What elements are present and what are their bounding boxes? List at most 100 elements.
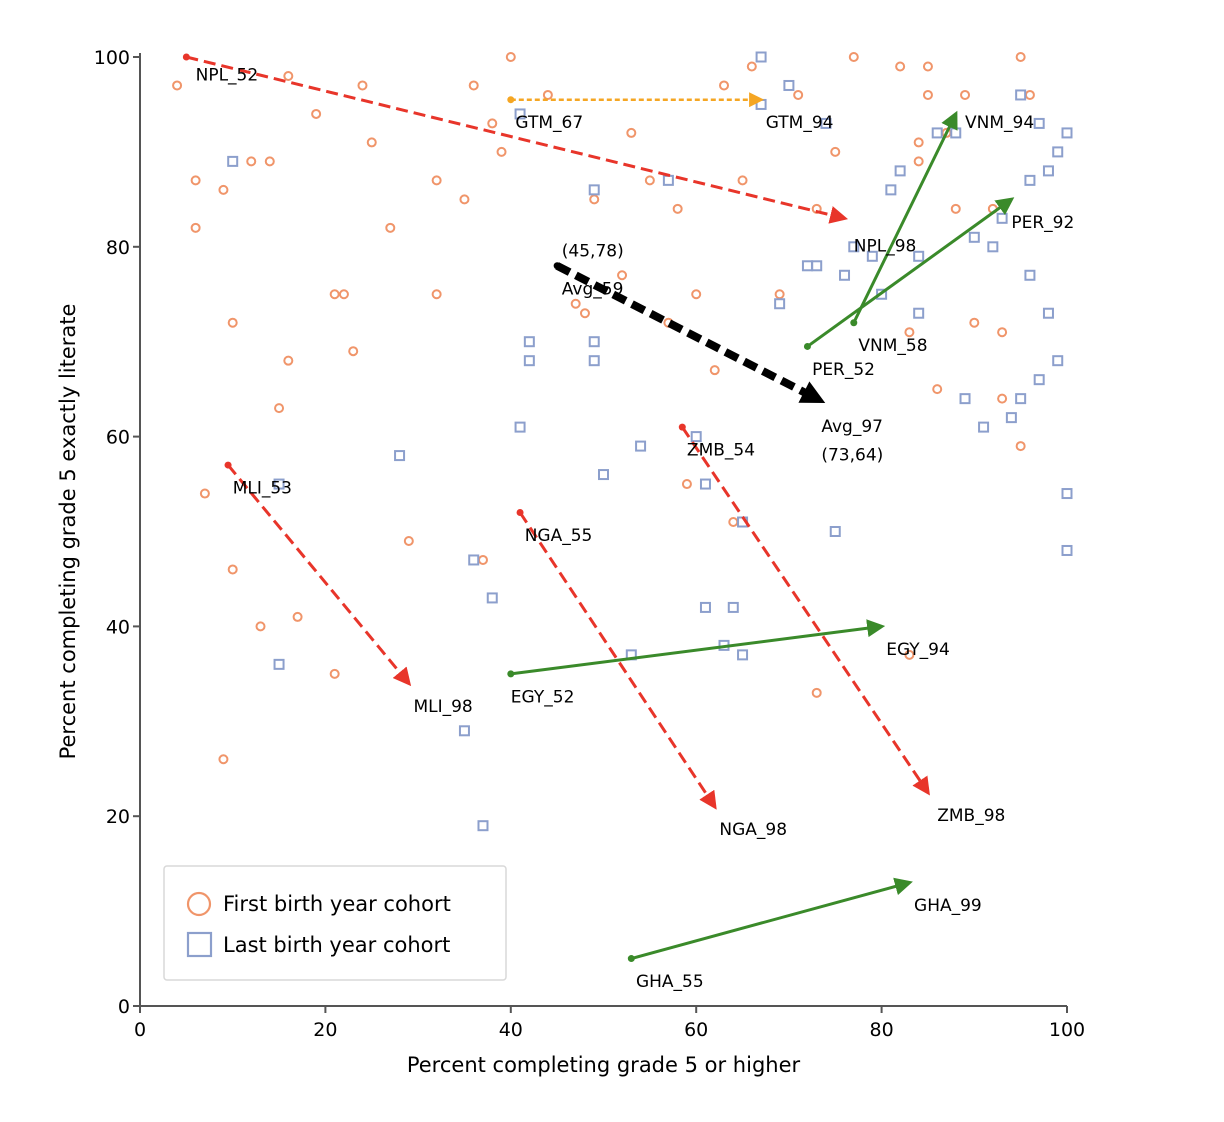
first-cohort-point bbox=[644, 175, 655, 186]
trajectory-avg_59-to-avg_97 bbox=[555, 262, 826, 404]
label-nga-55: NGA_55 bbox=[525, 526, 593, 546]
last-cohort-point bbox=[978, 421, 990, 433]
label-zmb-54: ZMB_54 bbox=[687, 441, 755, 461]
y-tick-label: 20 bbox=[106, 806, 130, 828]
first-cohort-point bbox=[283, 70, 294, 81]
first-cohort-point bbox=[487, 118, 498, 129]
trajectory-start-point bbox=[850, 319, 858, 327]
label-vnm-58: VNM_58 bbox=[858, 336, 927, 356]
label-per-92: PER_92 bbox=[1011, 213, 1074, 233]
label-vnm-94: VNM_94 bbox=[965, 113, 1034, 133]
label-npl-52: NPL_52 bbox=[196, 66, 259, 86]
first-cohort-point bbox=[292, 611, 303, 622]
first-cohort-point bbox=[1015, 52, 1026, 62]
first-cohort-point bbox=[385, 222, 396, 233]
trajectory-start-point bbox=[224, 461, 232, 469]
first-cohort-point bbox=[904, 327, 915, 338]
trajectory-egy_52-to-egy_94 bbox=[510, 619, 886, 676]
last-cohort-point bbox=[1033, 374, 1045, 386]
first-cohort-point bbox=[172, 80, 183, 91]
label-zmb-98: ZMB_98 bbox=[937, 806, 1005, 826]
label-per-52: PER_52 bbox=[812, 360, 875, 380]
trajectory-mli_53-to-mli_98 bbox=[226, 464, 412, 687]
first-cohort-point bbox=[672, 203, 683, 214]
first-cohort-point bbox=[190, 175, 201, 186]
label-gha-99: GHA_99 bbox=[914, 896, 982, 916]
legend-first-label: First birth year cohort bbox=[223, 892, 451, 916]
last-cohort-point bbox=[783, 79, 795, 91]
first-cohort-point bbox=[589, 194, 600, 205]
x-tick-label: 0 bbox=[134, 1019, 146, 1041]
first-cohort-point bbox=[496, 146, 507, 157]
last-cohort-point bbox=[866, 250, 878, 262]
first-cohort-point bbox=[459, 194, 470, 205]
y-tick-label: 0 bbox=[118, 996, 130, 1018]
first-cohort-point bbox=[357, 80, 368, 91]
last-cohort-point bbox=[598, 469, 609, 481]
last-cohort-point bbox=[996, 212, 1008, 224]
last-cohort-point bbox=[468, 554, 480, 566]
last-cohort-point bbox=[394, 450, 406, 462]
first-cohort-point bbox=[218, 184, 229, 195]
last-cohort-point bbox=[913, 307, 925, 319]
last-cohort-point bbox=[829, 526, 841, 537]
last-cohort-point bbox=[588, 184, 600, 196]
last-cohort-point bbox=[523, 336, 535, 348]
label-mli-98: MLI_98 bbox=[413, 697, 472, 717]
first-cohort-point bbox=[477, 554, 488, 565]
legend-square-icon bbox=[186, 931, 213, 958]
trajectory-npl_52-to-npl_98 bbox=[185, 55, 849, 224]
last-cohort-point bbox=[273, 658, 285, 670]
last-cohort-point bbox=[1005, 412, 1017, 424]
first-cohort-point bbox=[311, 108, 322, 119]
last-cohort-point bbox=[885, 184, 897, 196]
first-cohort-point bbox=[246, 156, 257, 167]
first-cohort-point bbox=[227, 564, 238, 575]
x-tick-label: 100 bbox=[1049, 1019, 1085, 1041]
last-cohort-point bbox=[737, 649, 749, 661]
last-cohort-point bbox=[774, 298, 786, 310]
legend-circle-icon bbox=[186, 891, 212, 917]
last-cohort-point bbox=[514, 421, 526, 433]
last-cohort-point bbox=[458, 725, 470, 737]
trajectory-per_52-to-per_92 bbox=[806, 197, 1015, 348]
last-cohort-point bbox=[1033, 117, 1045, 129]
first-cohort-point bbox=[932, 384, 943, 395]
last-cohort-point bbox=[987, 241, 999, 253]
first-cohort-point bbox=[199, 488, 210, 499]
y-tick-label: 60 bbox=[106, 427, 130, 449]
label-avg-97: Avg_97 bbox=[821, 417, 883, 437]
first-cohort-point bbox=[338, 289, 349, 300]
first-cohort-point bbox=[403, 535, 414, 546]
last-cohort-point bbox=[1042, 165, 1054, 177]
first-cohort-point bbox=[218, 754, 229, 765]
first-cohort-point bbox=[969, 317, 980, 328]
trajectory-start-point bbox=[553, 262, 561, 270]
first-cohort-point bbox=[830, 146, 841, 157]
last-cohort-point bbox=[894, 165, 906, 177]
last-cohort-point bbox=[811, 260, 823, 272]
trajectory-start-point bbox=[507, 670, 515, 678]
last-cohort-point bbox=[662, 174, 674, 186]
trajectory-zmb_54-to-zmb_98 bbox=[681, 426, 930, 796]
point-labels: NPL_52 NPL_98 GTM_67 GTM_94 VNM_94 VNM_58 PER_… bbox=[196, 66, 1075, 992]
x-tick-label: 80 bbox=[870, 1019, 894, 1041]
first-cohort-point bbox=[255, 621, 266, 632]
label-gtm-67: GTM_67 bbox=[515, 113, 583, 133]
trajectory-vnm_58-to-vnm_94 bbox=[852, 110, 958, 324]
last-cohort-point bbox=[588, 336, 600, 348]
last-cohort-point bbox=[1024, 174, 1036, 186]
first-cohort-point bbox=[922, 61, 933, 72]
last-cohort-point bbox=[477, 820, 489, 832]
last-cohort-point bbox=[514, 108, 526, 120]
trajectory-start-point bbox=[507, 96, 515, 104]
last-cohort-point bbox=[1052, 146, 1064, 158]
first-cohort-point bbox=[283, 355, 294, 366]
label-npl-98: NPL_98 bbox=[854, 237, 917, 257]
first-cohort-point bbox=[746, 61, 757, 72]
data-points bbox=[172, 51, 1073, 832]
first-cohort-point bbox=[709, 365, 720, 376]
last-cohort-point bbox=[1061, 544, 1073, 556]
label-gtm-94: GTM_94 bbox=[766, 113, 834, 133]
